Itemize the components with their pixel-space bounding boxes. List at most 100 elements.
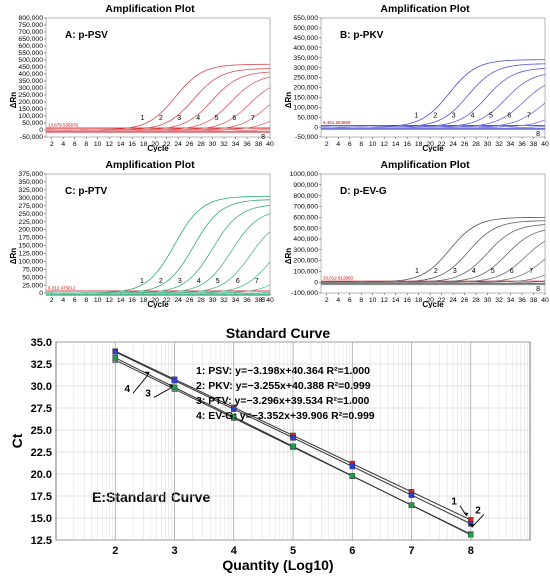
x-tick-label: 32 [495, 141, 503, 148]
line-label: 2 [475, 505, 481, 516]
curve-label: 7 [527, 112, 531, 119]
curve-label: 6 [232, 115, 236, 122]
curve-label: 5 [216, 278, 220, 285]
x-tick-label: 24 [449, 297, 457, 304]
curve-label: 2 [434, 268, 438, 275]
x-tick-label: 8 [468, 545, 474, 557]
x-tick-label: 40 [541, 297, 549, 304]
annotation-arrow [471, 514, 485, 528]
y-tick-label: 75,000 [22, 266, 43, 273]
x-tick-label: 8 [359, 141, 363, 148]
x-tick-label: 16 [403, 141, 411, 148]
curve-label: 7 [251, 115, 255, 122]
data-point-ev-g [290, 443, 296, 450]
x-tick-label: 24 [174, 297, 182, 304]
x-tick-label: 20 [426, 297, 434, 304]
x-tick-label: 12 [105, 141, 113, 148]
x-tick-label: 4 [231, 545, 238, 557]
y-tick-label: 175,000 [18, 235, 43, 242]
x-tick-label: 28 [472, 141, 480, 148]
threshold-label: 10,012.812950 [323, 276, 354, 281]
amplification-curve-8 [45, 292, 271, 294]
equation-label-pkv: 2: PKV: y=−3.255x+40.388 R²=0.999 [196, 380, 371, 392]
y-tick-label: 150,000 [18, 243, 43, 250]
x-tick-label: 16 [128, 141, 136, 148]
x-tick-label: 18 [140, 141, 148, 148]
y-tick-label: 35.0 [31, 337, 52, 349]
x-axis-label: Cycle [147, 144, 169, 152]
y-tick-label: -100,000 [291, 290, 318, 297]
standard-curve-chart: Standard Curve Ct Quantity (Log10) E:Sta… [9, 325, 531, 573]
curve-label: 5 [491, 268, 495, 275]
y-tick-label: 400,000 [293, 236, 318, 243]
y-tick-label: 400,000 [18, 71, 43, 78]
curve-label: 5 [215, 115, 219, 122]
y-axis-label: ΔRn [9, 248, 18, 265]
curve-label: 2 [433, 112, 437, 119]
chart-title: Amplification Plot [380, 3, 470, 15]
x-tick-label: 10 [369, 141, 377, 148]
curve-label: 1 [141, 115, 145, 122]
y-tick-label: 550,000 [293, 15, 318, 22]
plot-area [45, 173, 271, 294]
y-tick-label: 900,000 [293, 182, 318, 189]
data-point-ev-g [171, 384, 178, 391]
curve-label: 1 [414, 112, 418, 119]
x-axis-label: Cycle [422, 300, 444, 308]
y-tick-label: 17.5 [31, 491, 52, 503]
chart-title: Amplification Plot [105, 3, 195, 15]
x-tick-label: 26 [461, 297, 469, 304]
y-tick-label: 20.0 [31, 469, 52, 481]
curve-label: 4 [472, 268, 476, 275]
y-tick-label: 22.5 [31, 447, 52, 459]
y-tick-label: 250,000 [293, 75, 318, 82]
curve-label: 4 [197, 278, 201, 285]
y-tick-label: -50,000 [20, 134, 43, 141]
curve-label: 1 [140, 278, 144, 285]
amplification-curve-8 [45, 129, 271, 131]
y-tick-label: 1000,000 [290, 171, 319, 178]
y-tick-label: 350,000 [18, 78, 43, 85]
line-label: 1 [451, 497, 457, 508]
x-tick-label: 18 [415, 141, 423, 148]
y-tick-label: -50,000 [295, 134, 318, 141]
curve-label: 8 [536, 131, 540, 138]
x-tick-label: 3 [171, 545, 177, 557]
x-tick-label: 14 [117, 141, 125, 148]
y-tick-label: 0 [314, 124, 318, 131]
chart-title: Amplification Plot [105, 159, 195, 171]
y-tick-label: 0 [314, 279, 318, 286]
x-tick-label: 6 [73, 297, 77, 304]
x-tick-label: 30 [484, 297, 492, 304]
x-tick-label: 28 [472, 297, 480, 304]
y-tick-label: 30.0 [31, 381, 52, 393]
y-tick-label: 150,000 [18, 106, 43, 113]
y-tick-label: 150,000 [293, 95, 318, 102]
curve-label: 2 [159, 278, 163, 285]
y-tick-label: 0 [39, 127, 43, 134]
y-tick-label: 12.5 [31, 535, 52, 547]
y-axis-label: ΔRn [284, 92, 293, 109]
y-tick-label: 300,000 [18, 195, 43, 202]
x-tick-label: 40 [266, 141, 274, 148]
data-point-pkv [112, 349, 119, 355]
y-tick-label: 100,000 [18, 258, 43, 265]
x-tick-label: 18 [415, 297, 423, 304]
y-axis-label: Ct [9, 433, 25, 448]
x-axis-label: Cycle [147, 300, 169, 308]
curve-label: 7 [255, 278, 259, 285]
y-tick-label: 500,000 [293, 225, 318, 232]
y-tick-label: 300,000 [293, 65, 318, 72]
x-tick-label: 16 [403, 297, 411, 304]
x-tick-label: 34 [232, 141, 240, 148]
curve-label: 3 [177, 115, 181, 122]
data-point-pkv [349, 463, 355, 470]
x-tick-label: 10 [369, 297, 377, 304]
data-point-ev-g [230, 414, 237, 420]
curve-label: 7 [529, 268, 533, 275]
amplification-curve-8 [320, 126, 546, 128]
x-tick-label: 26 [186, 141, 194, 148]
x-tick-label: 8 [84, 141, 88, 148]
